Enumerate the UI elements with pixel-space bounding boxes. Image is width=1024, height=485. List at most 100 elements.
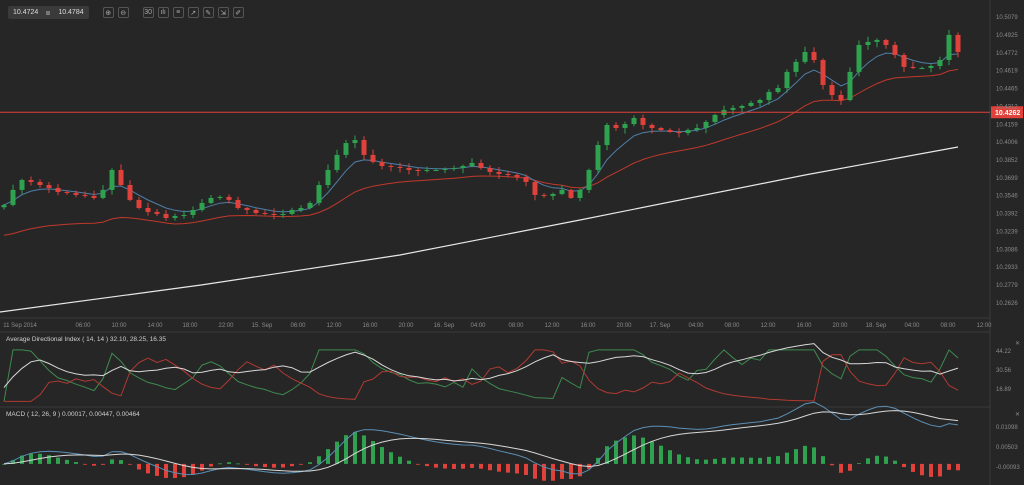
adx-tick-label: 44.22 — [996, 349, 1012, 355]
candle-body — [397, 166, 403, 168]
adx-panel: 44.22 30.56 16.89 — [3, 343, 1012, 402]
macd-histogram-bar — [308, 462, 312, 464]
candle-body — [739, 105, 745, 108]
macd-histogram-bar — [677, 454, 681, 464]
candle-body — [262, 212, 268, 214]
draw-icon[interactable]: ✐ — [232, 7, 244, 18]
signal-line — [3, 410, 959, 472]
macd-histogram-bar — [326, 449, 330, 464]
macd-histogram-bar — [749, 457, 753, 464]
candle-body — [316, 185, 322, 203]
candle-body — [865, 41, 871, 45]
candle-body — [424, 169, 430, 171]
candle-body — [433, 169, 439, 171]
price-tick-label: 10.2933 — [996, 265, 1018, 271]
candle-body — [28, 179, 34, 182]
candle-body — [901, 55, 907, 67]
macd-histogram-bar — [47, 455, 51, 464]
tools-icon[interactable]: ✎ — [202, 7, 214, 18]
macd-histogram-bar — [578, 463, 582, 477]
candle-body — [181, 214, 187, 217]
candle-body — [91, 195, 97, 198]
time-tick-label: 08:00 — [724, 323, 740, 329]
time-tick-label: 15. Sep — [252, 323, 273, 329]
candle-body — [946, 34, 952, 61]
macd-histogram-bar — [425, 463, 429, 467]
price-tick-label: 10.4465 — [996, 87, 1018, 93]
candle-body — [883, 39, 889, 45]
candlesticks — [1, 29, 961, 221]
candle-body — [109, 169, 115, 190]
candle-body — [352, 140, 358, 144]
minus-di-line — [4, 349, 959, 402]
time-tick-label: 18. Sep — [866, 323, 887, 329]
candle-body — [154, 211, 160, 214]
candle-body — [631, 117, 637, 125]
bid-price: 10.4724 — [13, 9, 39, 16]
candle-body — [568, 189, 574, 198]
level-label: 10.4262 — [995, 110, 1020, 117]
macd-panel: 0.01098 0.00503 -0.00093 — [2, 401, 1020, 481]
chart-type-icon[interactable]: ılı — [157, 7, 169, 18]
candle-body — [712, 114, 718, 122]
macd-line — [3, 401, 959, 476]
candle-body — [118, 169, 124, 186]
spread-separator — [46, 10, 51, 15]
toolbar-buttons: ⊕ ⊖ 30 ılı ≡ ↗ ✎ ⇲ ✐ — [102, 7, 244, 18]
timeframe-icon[interactable]: 30 — [142, 7, 154, 18]
export-icon[interactable]: ⇲ — [217, 7, 229, 18]
macd-histogram-bar — [956, 463, 960, 471]
quote-box: 10.4724 10.4784 — [8, 6, 89, 19]
macd-histogram-bar — [470, 463, 474, 468]
macd-histogram-bar — [614, 440, 618, 464]
macd-histogram-bar — [92, 463, 96, 466]
time-tick-label: 20:00 — [398, 323, 414, 329]
adx-tick-label: 30.56 — [996, 368, 1012, 374]
macd-histogram-bar — [65, 459, 69, 464]
chart-toolbar: 10.4724 10.4784 ⊕ ⊖ 30 ılı ≡ ↗ ✎ ⇲ ✐ — [8, 6, 244, 19]
candle-body — [235, 199, 241, 208]
macd-histogram-bar — [29, 453, 33, 464]
adx-line — [3, 343, 959, 388]
candle-body — [541, 194, 547, 196]
price-tick-label: 10.5079 — [996, 15, 1018, 21]
zoom-out-icon[interactable]: ⊖ — [117, 7, 129, 18]
macd-histogram-bar — [758, 457, 762, 464]
close-macd-icon[interactable]: ✕ — [1015, 412, 1020, 418]
macd-histogram-bar — [119, 460, 123, 464]
macd-histogram-bar — [506, 463, 510, 473]
candle-body — [811, 51, 817, 61]
candle-body — [451, 167, 457, 169]
candle-body — [1, 204, 7, 208]
macd-histogram-bar — [857, 463, 861, 464]
macd-histogram-bar — [380, 447, 384, 464]
macd-histogram-bar — [335, 441, 339, 464]
macd-histogram-bar — [695, 459, 699, 464]
time-tick-label: 06:00 — [290, 323, 306, 329]
candle-body — [604, 124, 610, 146]
macd-histogram-bar — [848, 463, 852, 471]
time-tick-label: 04:00 — [904, 323, 920, 329]
macd-histogram-bar — [542, 463, 546, 481]
time-tick-label: 12:00 — [326, 323, 342, 329]
macd-histogram-bar — [317, 456, 321, 464]
candle-body — [73, 192, 79, 195]
close-adx-icon[interactable]: ✕ — [1015, 341, 1020, 347]
candle-body — [730, 107, 736, 110]
indicators-icon[interactable]: ≡ — [172, 7, 184, 18]
templates-icon[interactable]: ↗ — [187, 7, 199, 18]
adx-title: Average Directional Index ( 14, 14 ) 32.… — [6, 336, 166, 343]
price-level-line[interactable]: 10.4262 — [0, 106, 1023, 119]
candle-body — [10, 189, 16, 205]
macd-histogram-bar — [434, 463, 438, 468]
candle-body — [586, 169, 592, 190]
macd-histogram-bar — [641, 437, 645, 464]
macd-histogram-bar — [353, 431, 357, 464]
candle-body — [613, 124, 619, 128]
candle-body — [343, 143, 349, 155]
zoom-in-icon[interactable]: ⊕ — [102, 7, 114, 18]
medium-ema-line — [3, 68, 959, 236]
candle-body — [46, 185, 52, 188]
macd-histogram-bar — [659, 445, 663, 464]
